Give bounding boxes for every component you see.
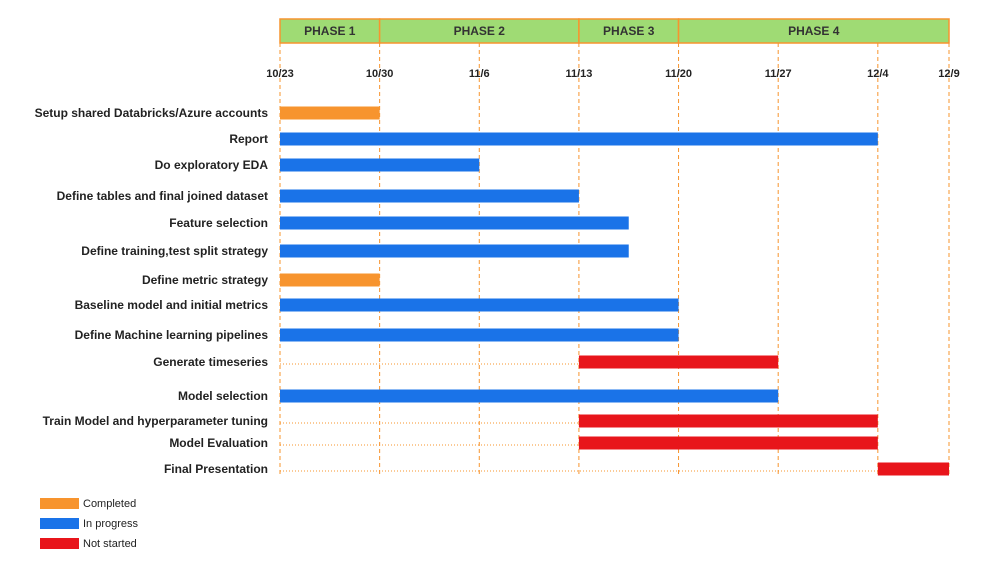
- legend-label: Completed: [83, 498, 136, 510]
- date-tick-label: 11/13: [565, 68, 592, 80]
- date-axis: 10/23 10/30 11/6 11/13 11/20 11/27 12/4 12/9: [266, 68, 959, 80]
- date-tick-label: 11/20: [665, 68, 692, 80]
- task-bar: [280, 389, 779, 403]
- date-tick-label: 10/23: [266, 68, 294, 80]
- task-label: Model selection: [178, 389, 268, 403]
- task-bar: [280, 216, 629, 230]
- task-label: Feature selection: [169, 216, 268, 230]
- task-bar: [280, 298, 679, 312]
- task-label: Report: [229, 132, 268, 146]
- task-bar: [280, 189, 579, 203]
- phase-label: PHASE 2: [454, 24, 506, 38]
- legend-label: In progress: [83, 518, 139, 530]
- task-rows: Setup shared Databricks/Azure accounts Re…: [35, 106, 949, 476]
- task-label: Do exploratory EDA: [155, 158, 269, 172]
- task-bar: [280, 132, 878, 146]
- date-tick-label: 12/9: [938, 68, 959, 80]
- task-bar: [578, 436, 878, 450]
- task-label: Setup shared Databricks/Azure accounts: [35, 106, 269, 120]
- date-tick-label: 12/4: [867, 68, 889, 80]
- date-tick-label: 11/6: [469, 68, 490, 80]
- phase-box: [279, 18, 381, 44]
- task-bar: [877, 462, 949, 476]
- task-label: Define training,test split strategy: [81, 244, 268, 258]
- task-label: Train Model and hyperparameter tuning: [43, 414, 268, 428]
- task-label: Define tables and final joined dataset: [57, 189, 268, 203]
- gridlines: [279, 43, 950, 475]
- phase-box: [578, 18, 680, 44]
- task-bar: [280, 106, 380, 120]
- legend-swatch: [40, 498, 79, 509]
- task-bar: [280, 244, 629, 258]
- legend: Completed In progress Not started: [40, 498, 139, 550]
- phase-header: PHASE 1 PHASE 2 PHASE 3 PHASE 4: [279, 18, 950, 44]
- task-label: Define Machine learning pipelines: [75, 328, 269, 342]
- task-label: Define metric strategy: [142, 273, 268, 287]
- task-bar: [280, 158, 480, 172]
- task-bar: [280, 328, 679, 342]
- phase-box: [677, 18, 950, 44]
- task-bar: [578, 355, 779, 369]
- legend-label: Not started: [83, 538, 137, 550]
- legend-swatch: [40, 518, 79, 529]
- task-label: Baseline model and initial metrics: [75, 298, 269, 312]
- date-tick-label: 11/27: [765, 68, 792, 80]
- phase-label: PHASE 3: [603, 24, 655, 38]
- task-bar: [280, 273, 380, 287]
- task-label: Model Evaluation: [169, 436, 268, 450]
- legend-swatch: [40, 538, 79, 549]
- task-label: Generate timeseries: [153, 355, 268, 369]
- phase-label: PHASE 4: [788, 24, 840, 38]
- date-tick-label: 10/30: [366, 68, 394, 80]
- phase-label: PHASE 1: [304, 24, 356, 38]
- task-bar: [578, 414, 878, 428]
- task-label: Final Presentation: [164, 462, 268, 476]
